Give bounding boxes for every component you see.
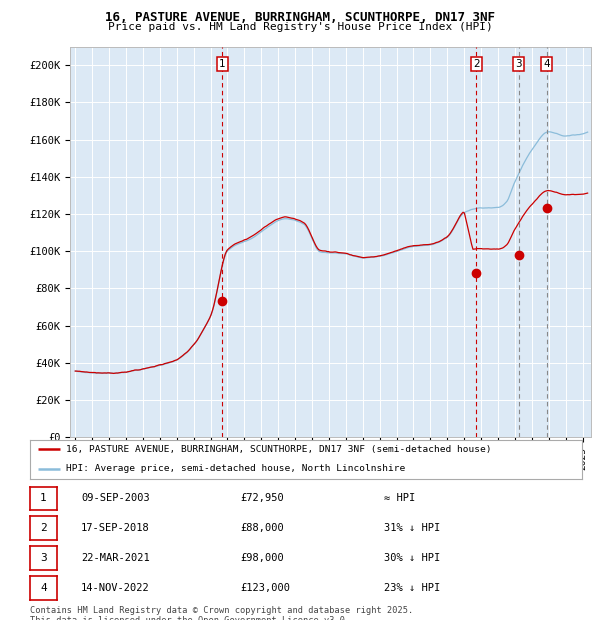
Text: 4: 4 bbox=[543, 59, 550, 69]
Text: 4: 4 bbox=[40, 583, 47, 593]
Text: HPI: Average price, semi-detached house, North Lincolnshire: HPI: Average price, semi-detached house,… bbox=[66, 464, 405, 474]
Text: 3: 3 bbox=[40, 553, 47, 563]
Text: 09-SEP-2003: 09-SEP-2003 bbox=[81, 494, 150, 503]
Text: 17-SEP-2018: 17-SEP-2018 bbox=[81, 523, 150, 533]
Text: 23% ↓ HPI: 23% ↓ HPI bbox=[384, 583, 440, 593]
Text: 16, PASTURE AVENUE, BURRINGHAM, SCUNTHORPE, DN17 3NF (semi-detached house): 16, PASTURE AVENUE, BURRINGHAM, SCUNTHOR… bbox=[66, 445, 491, 454]
Text: 2: 2 bbox=[473, 59, 479, 69]
Text: 14-NOV-2022: 14-NOV-2022 bbox=[81, 583, 150, 593]
Text: £98,000: £98,000 bbox=[240, 553, 284, 563]
Text: 1: 1 bbox=[40, 494, 47, 503]
Text: Contains HM Land Registry data © Crown copyright and database right 2025.
This d: Contains HM Land Registry data © Crown c… bbox=[30, 606, 413, 620]
Text: ≈ HPI: ≈ HPI bbox=[384, 494, 415, 503]
Text: 1: 1 bbox=[219, 59, 226, 69]
Text: £123,000: £123,000 bbox=[240, 583, 290, 593]
Text: 30% ↓ HPI: 30% ↓ HPI bbox=[384, 553, 440, 563]
Text: £72,950: £72,950 bbox=[240, 494, 284, 503]
Text: 22-MAR-2021: 22-MAR-2021 bbox=[81, 553, 150, 563]
Text: Price paid vs. HM Land Registry's House Price Index (HPI): Price paid vs. HM Land Registry's House … bbox=[107, 22, 493, 32]
Text: 16, PASTURE AVENUE, BURRINGHAM, SCUNTHORPE, DN17 3NF: 16, PASTURE AVENUE, BURRINGHAM, SCUNTHOR… bbox=[105, 11, 495, 24]
Text: 2: 2 bbox=[40, 523, 47, 533]
Text: 31% ↓ HPI: 31% ↓ HPI bbox=[384, 523, 440, 533]
Text: £88,000: £88,000 bbox=[240, 523, 284, 533]
Text: 3: 3 bbox=[515, 59, 522, 69]
